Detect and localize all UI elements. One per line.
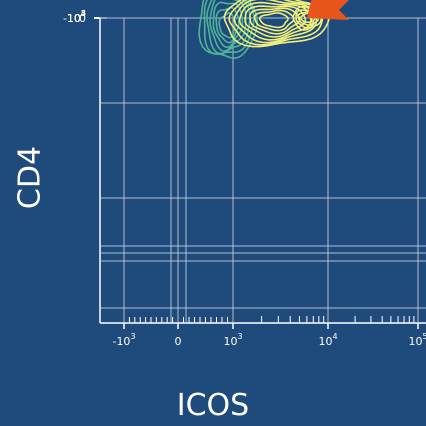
- y-tick-label: 104: [67, 9, 86, 25]
- y-tick-label: 105: [67, 9, 86, 25]
- y-tick-label: -103: [63, 9, 86, 25]
- y-axis-title: CD4: [12, 145, 48, 210]
- arrow-shape: [306, 0, 349, 20]
- x-tick-label: -103: [112, 332, 135, 348]
- contour-line-teal: [203, 0, 255, 56]
- annotation-arrow: [306, 0, 349, 20]
- x-tick-label: 103: [223, 332, 242, 348]
- y-tick-label: 103: [67, 9, 86, 25]
- contour-line-yellow: [258, 12, 289, 29]
- contour-line-yellow: [223, 0, 331, 48]
- contour-line-teal: [198, 0, 259, 60]
- x-axis-title: ICOS: [176, 388, 250, 423]
- y-tick-label: 0: [79, 12, 86, 25]
- contour-line-yellow: [238, 1, 312, 41]
- contour-line-yellow: [233, 0, 318, 44]
- contour-line-teal: [206, 0, 251, 55]
- contour-line-yellow: [228, 0, 324, 46]
- x-tick-label: 105: [408, 332, 426, 348]
- contour-line-yellow: [249, 7, 301, 35]
- contour-line-yellow: [253, 9, 295, 32]
- x-tick-label: 104: [318, 332, 337, 348]
- contour-line-yellow: [244, 5, 307, 38]
- contour-line-teal: [209, 0, 247, 52]
- x-tick-label: 0: [175, 335, 182, 348]
